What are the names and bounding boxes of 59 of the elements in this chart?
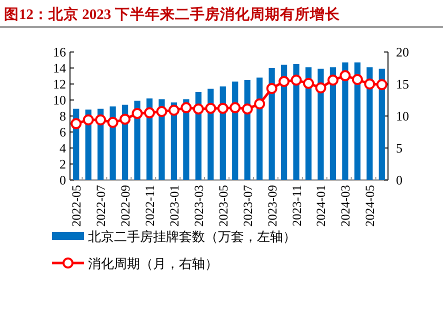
title: 图12：北京 2023 下半年来二手房消化周期有所增长 xyxy=(4,7,340,23)
y2-tick-label: 5 xyxy=(396,140,402,156)
point xyxy=(180,102,192,114)
y-tick-label: 4 xyxy=(60,140,66,156)
x-tick-label: 2023-09 xyxy=(265,185,280,227)
point xyxy=(205,102,216,114)
y-tick-label: 6 xyxy=(60,124,66,140)
y-tick-label: 10 xyxy=(53,92,66,108)
x-tick-label: 2023-05 xyxy=(216,185,230,227)
point xyxy=(70,118,82,130)
y2-tick-label: 15 xyxy=(396,76,409,92)
x-tick-label: 2024-03 xyxy=(338,185,353,227)
point xyxy=(192,103,204,114)
x-tick-label: 2023-01 xyxy=(167,185,182,227)
point xyxy=(95,114,106,126)
point xyxy=(315,82,326,94)
y-tick-label: 0 xyxy=(60,172,66,188)
point xyxy=(144,107,155,118)
x-tick-label: 2022-07 xyxy=(94,185,108,227)
point xyxy=(266,82,278,94)
x-tick-label: 2022-11 xyxy=(143,185,157,226)
x-tick-label: 2023-07 xyxy=(240,185,255,227)
x-tick-label: 2023-11 xyxy=(290,185,304,226)
y2-tick-label: 20 xyxy=(396,44,409,60)
point xyxy=(376,79,388,90)
y-tick-label: 8 xyxy=(60,108,66,124)
bar xyxy=(342,62,348,180)
point xyxy=(364,78,376,90)
bar xyxy=(318,68,324,180)
point xyxy=(82,114,94,126)
x-tick-label: 2024-05 xyxy=(363,185,378,227)
point xyxy=(132,108,143,119)
point xyxy=(217,102,228,114)
x-tick-label: 2023-03 xyxy=(192,185,206,227)
point xyxy=(278,76,290,87)
y-tick-label: 16 xyxy=(53,44,66,60)
y2-tick-label: 0 xyxy=(396,172,402,188)
legend-label: 北京二手房挂牌套数（万套，左轴） xyxy=(88,229,296,244)
y-tick-label: 12 xyxy=(53,76,66,92)
point xyxy=(107,116,118,128)
point xyxy=(290,74,302,86)
x-tick-label: 2024-01 xyxy=(314,185,328,227)
point xyxy=(242,103,253,114)
y2-tick-label: 10 xyxy=(396,108,409,124)
point xyxy=(230,102,241,114)
point xyxy=(120,114,131,125)
point xyxy=(303,78,314,89)
y-tick-label: 2 xyxy=(60,156,66,172)
point xyxy=(156,106,168,118)
point xyxy=(168,104,180,116)
point xyxy=(254,98,266,110)
y-tick-label: 14 xyxy=(53,60,66,76)
point xyxy=(340,70,351,82)
point xyxy=(327,74,338,86)
point xyxy=(352,74,363,86)
legend-label: 消化周期（月，右轴） xyxy=(88,256,218,271)
x-tick-label: 2022-09 xyxy=(118,185,133,227)
bar xyxy=(293,64,300,180)
x-tick-label: 2022-05 xyxy=(70,185,84,227)
